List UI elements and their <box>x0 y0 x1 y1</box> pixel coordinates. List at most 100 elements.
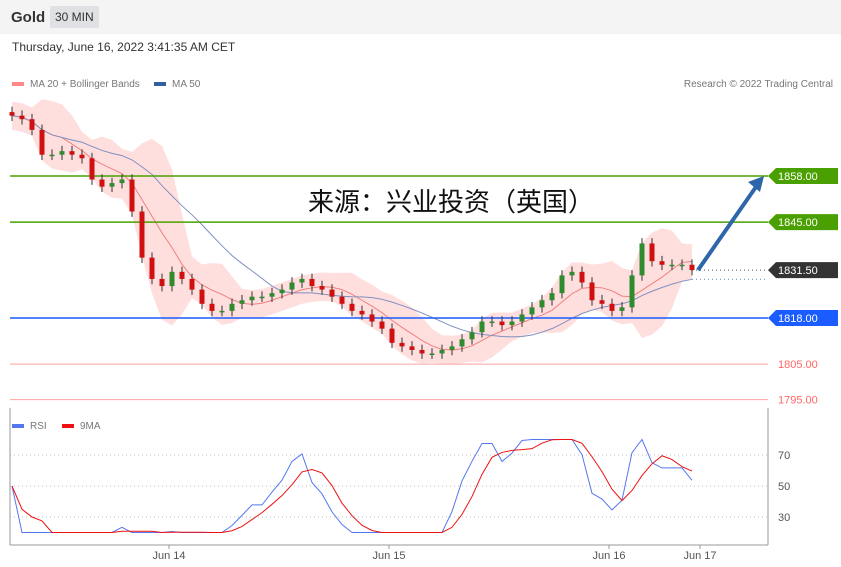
candle-body <box>669 264 675 267</box>
candle-body <box>639 243 645 276</box>
candle-body <box>189 278 195 290</box>
candle-body <box>479 321 485 333</box>
candle-body <box>329 289 335 297</box>
candle-body <box>579 271 585 283</box>
candle-body <box>149 257 155 279</box>
symbol-label: Gold <box>11 9 46 26</box>
candle-body <box>159 278 165 287</box>
candle-body <box>49 154 55 157</box>
candle-body <box>89 158 95 180</box>
candle-body <box>619 307 625 311</box>
candle-body <box>359 310 365 315</box>
candle-body <box>389 328 395 343</box>
candle-body <box>289 282 295 290</box>
x-tick-label: Jun 17 <box>683 550 716 562</box>
candle-body <box>219 310 225 313</box>
candle-body <box>129 179 135 212</box>
candle-body <box>599 300 605 304</box>
level-label: 1795.00 <box>778 395 818 407</box>
level-label: 1858.00 <box>778 171 818 183</box>
legend-ma50-label: MA 50 <box>172 79 201 90</box>
candle-body <box>369 314 375 322</box>
candle-body <box>399 342 405 347</box>
candle-body <box>229 303 235 311</box>
candle-body <box>19 115 25 120</box>
x-tick-label: Jun 15 <box>372 550 405 562</box>
candle-body <box>509 321 515 326</box>
ma20-line <box>11 115 693 351</box>
candle-body <box>9 112 15 116</box>
ma9-swatch <box>62 424 74 429</box>
candle-body <box>119 179 125 184</box>
level-label: 1831.50 <box>778 265 818 277</box>
x-tick-label: Jun 14 <box>152 550 185 562</box>
legend-ma50: MA 50 <box>154 79 200 90</box>
candle-body <box>679 264 685 267</box>
candle-body <box>249 296 255 301</box>
candle-body <box>409 346 415 350</box>
legend-ma9-label: 9MA <box>80 421 101 432</box>
candle-body <box>259 296 265 299</box>
candle-body <box>269 293 275 297</box>
x-tick-label: Jun 16 <box>592 550 625 562</box>
candle-body <box>469 332 475 340</box>
candle-body <box>489 321 495 324</box>
rsi-line <box>11 438 693 533</box>
candle-body <box>609 303 615 311</box>
candle-body <box>179 271 185 279</box>
rsi-ma9-line <box>11 439 693 534</box>
candle-body <box>529 307 535 315</box>
candle-body <box>199 289 205 304</box>
bollinger-band <box>12 99 692 365</box>
candle-body <box>239 300 245 304</box>
credit: Research © 2022 Trading Central <box>683 79 833 90</box>
level-label: 1818.00 <box>778 313 818 325</box>
level-label: 1845.00 <box>778 217 818 229</box>
candle-body <box>169 271 175 287</box>
candle-body <box>589 282 595 301</box>
watermark-text: 来源：兴业投资（英国） <box>308 187 595 217</box>
candle-body <box>659 261 665 265</box>
rsi-swatch <box>12 424 24 429</box>
candle-body <box>279 289 285 294</box>
candle-body <box>569 271 575 276</box>
candle-body <box>539 300 545 308</box>
timeframe-button[interactable]: 30 MIN <box>50 6 99 28</box>
forecast-arrowhead <box>748 176 764 192</box>
timestamp: Thursday, June 16, 2022 3:41:35 AM CET <box>12 40 236 54</box>
candle-body <box>649 243 655 262</box>
forecast-arrow <box>696 182 760 272</box>
candle-body <box>339 296 345 304</box>
candle-body <box>549 293 555 301</box>
candle-body <box>209 303 215 311</box>
candle-body <box>689 264 695 271</box>
candle-body <box>99 179 105 187</box>
candle-body <box>499 321 505 326</box>
candle-body <box>629 275 635 308</box>
legend-ma9: 9MA <box>62 421 101 432</box>
candle-body <box>79 154 85 159</box>
candle-body <box>299 278 305 283</box>
level-label: 1805.00 <box>778 359 818 371</box>
candle-body <box>349 303 355 311</box>
candle-body <box>449 346 455 350</box>
level-tag-1831.50 <box>768 262 838 279</box>
ma50-line <box>11 115 693 338</box>
header-bar: Gold 30 MIN <box>0 0 841 34</box>
candle-body <box>519 314 525 322</box>
rsi-tick: 70 <box>778 450 790 462</box>
candle-body <box>69 151 75 155</box>
candle-body <box>459 339 465 347</box>
legend-ma20-label: MA 20 + Bollinger Bands <box>30 79 140 90</box>
candle-body <box>309 278 315 287</box>
legend-rsi: RSI <box>12 421 47 432</box>
candle-body <box>429 353 435 355</box>
candle-body <box>39 129 45 155</box>
level-tag-1845.00 <box>768 214 838 231</box>
candle-body <box>559 275 565 294</box>
level-tag-1818.00 <box>768 310 838 326</box>
candle-body <box>139 211 145 258</box>
candle-body <box>109 183 115 187</box>
ma20-swatch <box>12 82 24 87</box>
